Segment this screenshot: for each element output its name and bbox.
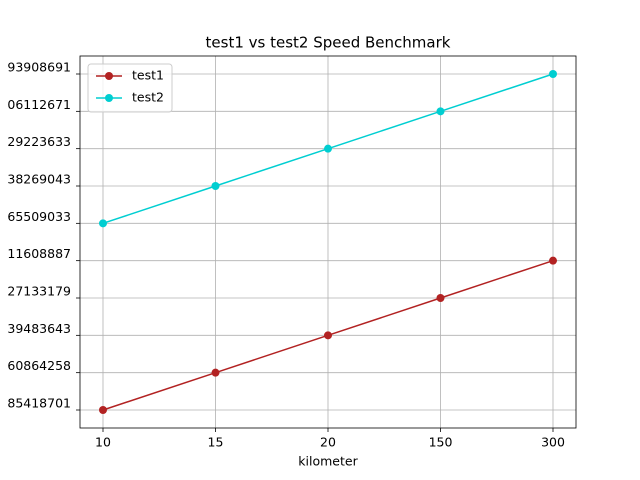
y-tick-label: 93908691 xyxy=(7,60,71,75)
legend-marker xyxy=(105,72,113,80)
data-point xyxy=(549,256,557,265)
x-tick-label: 10 xyxy=(95,435,111,450)
y-tick-label: 27133179 xyxy=(7,284,71,299)
x-tick-label: 15 xyxy=(208,435,224,450)
data-point xyxy=(436,107,445,116)
plot-frame xyxy=(79,55,577,429)
legend-label: test1 xyxy=(132,68,164,83)
data-point xyxy=(99,406,107,414)
y-tick-label: 38269043 xyxy=(7,172,71,187)
data-point xyxy=(211,182,220,190)
data-point xyxy=(436,294,445,302)
legend: test1 test2 xyxy=(87,63,173,113)
y-tick-label: 29223633 xyxy=(7,134,71,149)
data-point xyxy=(211,368,220,377)
y-tick-label: 60864258 xyxy=(7,358,71,373)
legend-marker xyxy=(105,94,113,102)
x-tick-label: 300 xyxy=(541,435,565,450)
y-tick-label: 39483643 xyxy=(7,321,71,336)
data-point xyxy=(549,70,557,78)
chart-title: test1 vs test2 Speed Benchmark xyxy=(206,34,451,52)
y-tick-label: 11608887 xyxy=(7,246,71,261)
data-point xyxy=(324,144,332,153)
data-point xyxy=(99,219,107,228)
y-tick-label: 65509033 xyxy=(7,209,71,224)
x-axis-label: kilometer xyxy=(298,454,358,469)
legend-label: test2 xyxy=(132,90,164,105)
x-tick-label: 150 xyxy=(429,435,453,450)
y-tick-label: 85418701 xyxy=(7,396,71,411)
data-point xyxy=(324,331,332,340)
x-tick-label: 20 xyxy=(320,435,336,450)
y-tick-label: 06112671 xyxy=(7,97,71,112)
